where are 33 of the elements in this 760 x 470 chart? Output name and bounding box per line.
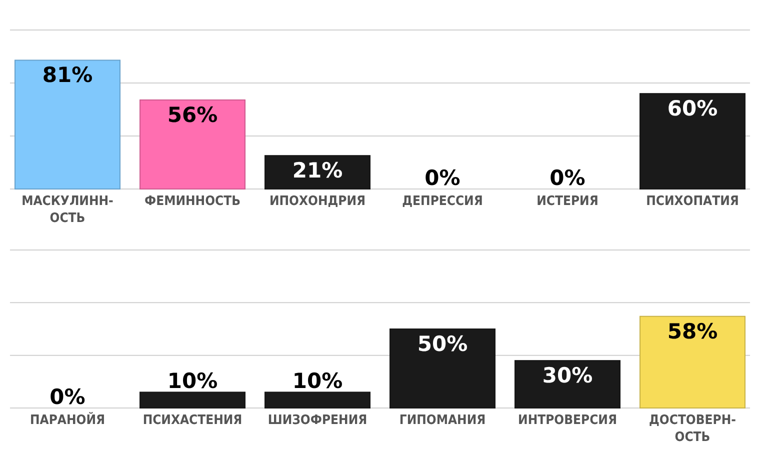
x-tick-label: ШИЗОФРЕНИЯ — [268, 413, 368, 428]
x-tick-label: ИНТРОВЕРСИЯ — [518, 413, 617, 428]
x-tick-label: ПАРАНОЙЯ — [30, 411, 105, 428]
data-label: 0% — [50, 385, 86, 409]
bar — [140, 392, 246, 408]
data-label: 30% — [542, 364, 593, 388]
x-tick-label: ГИПОМАНИЯ — [399, 413, 486, 428]
data-label: 81% — [42, 63, 93, 88]
data-label: 10% — [167, 369, 218, 394]
x-tick-label: ИСТЕРИЯ — [536, 194, 598, 209]
x-tick-label: ПСИХОПАТИЯ — [646, 194, 739, 209]
bar — [264, 155, 370, 190]
data-label: 56% — [167, 102, 218, 127]
bar — [640, 316, 746, 408]
x-tick-label: ДЕПРЕССИЯ — [402, 194, 483, 209]
x-tick-label: ДОСТОВЕРН- ОСТЬ — [649, 413, 736, 445]
bar — [140, 99, 246, 190]
x-tick-label: ПСИХАСТЕНИЯ — [142, 413, 242, 428]
data-label: 0% — [424, 166, 460, 190]
bar — [514, 360, 620, 408]
data-label: 10% — [292, 369, 343, 394]
bar — [640, 93, 746, 190]
data-label: 50% — [417, 332, 468, 356]
data-label: 60% — [667, 96, 718, 121]
data-label: 21% — [292, 158, 343, 183]
x-tick-label: ИПОХОНДРИЯ — [269, 194, 366, 209]
data-label: 0% — [550, 166, 586, 190]
data-label: 58% — [667, 319, 718, 344]
bar — [390, 328, 496, 408]
bar — [14, 60, 120, 190]
x-tick-label: ФЕМИННОСТЬ — [144, 194, 241, 209]
x-tick-label: МАСКУЛИНН- ОСТЬ — [22, 194, 114, 226]
bar — [264, 392, 370, 408]
